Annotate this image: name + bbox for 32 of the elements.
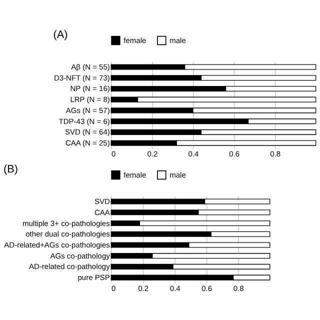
y-tick-label: AD-related co-pathology	[28, 262, 110, 272]
x-tick-label: 0.4	[170, 284, 180, 293]
y-tick-label: CAA (N = 25)	[65, 138, 110, 148]
legend-label: female	[124, 170, 146, 180]
y-tick-label: multiple 3+ co-pathologies	[22, 218, 110, 228]
y-tick-label: NP (N = 16)	[70, 84, 110, 94]
text: (B)	[3, 164, 18, 176]
x-tick-label: 0.6	[229, 149, 240, 158]
x-tick-label: 0.6	[202, 284, 212, 293]
y-tick-label: Aβ (N = 55)	[71, 62, 110, 72]
chart-title: (A)	[53, 29, 68, 42]
legend-label: male	[170, 36, 186, 45]
y-tick-label: TDP-43 (N = 6)	[58, 116, 110, 126]
y-tick-label: other dual co-pathologies	[26, 230, 110, 239]
legend-label: female	[124, 36, 146, 45]
x-tick-label: 0.2	[138, 284, 149, 293]
y-tick-label: SVD	[94, 197, 110, 206]
y-tick-label: AGs co-pathology	[50, 251, 110, 260]
y-tick-label: LRP (N = 8)	[70, 95, 110, 104]
x-tick-label: 0.8	[270, 149, 281, 158]
x-tick-label: 0.2	[147, 149, 158, 158]
y-tick-label: CAA	[94, 208, 110, 217]
x-tick-label: 0.8	[233, 284, 244, 293]
y-tick-label: SVD (N = 64)	[65, 128, 110, 137]
x-tick-label: 0	[112, 149, 116, 158]
y-tick-label: pure PSP	[78, 273, 110, 282]
x-tick-label: 0	[112, 284, 116, 293]
legend-label: male	[170, 170, 186, 180]
y-tick-label: AD-related+AGs co-pathologies	[4, 240, 110, 250]
y-tick-label: D3-NFT (N = 73)	[54, 73, 110, 82]
x-tick-label: 0.4	[188, 149, 199, 158]
y-tick-label: AGs (N = 57)	[66, 106, 110, 115]
